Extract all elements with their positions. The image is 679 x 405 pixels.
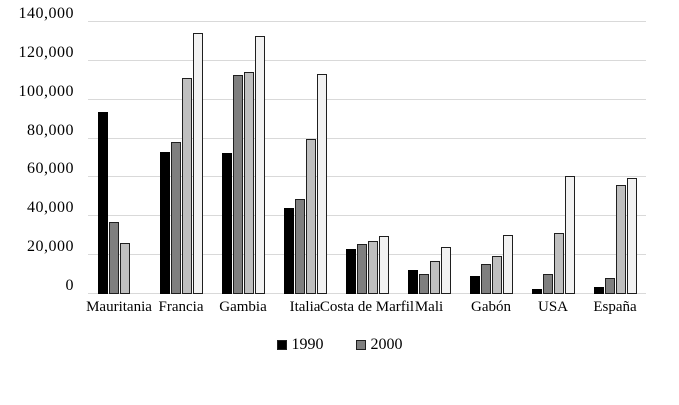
bar-group-mali: [398, 22, 460, 294]
y-axis-tick-label: 120,000: [18, 43, 74, 61]
y-axis-tick-label: 20,000: [27, 238, 74, 256]
y-axis-tick-label: 0: [65, 277, 74, 294]
y-axis-tick-label: 140,000: [18, 5, 74, 22]
bar: [345, 249, 356, 294]
legend-swatch-icon: [276, 340, 287, 350]
y-axis-tick-label: 80,000: [27, 121, 74, 139]
bar-group-italia: [274, 22, 336, 294]
bar: [181, 78, 192, 294]
legend: 1990 2000: [0, 337, 679, 353]
y-axis-tick-label: 100,000: [18, 82, 74, 100]
bar: [254, 35, 265, 294]
bar: [108, 222, 119, 294]
legend-label: 1990: [291, 336, 324, 353]
bar: [440, 247, 451, 294]
bar: [553, 232, 564, 294]
legend-label: 2000: [370, 336, 403, 353]
bar-group-españa: [584, 22, 646, 294]
gridline: [88, 176, 646, 178]
x-axis-category-label: Italia: [289, 299, 321, 315]
bar: [243, 71, 254, 294]
bar: [542, 273, 553, 294]
legend-entry-2000: 2000: [355, 336, 403, 353]
bar: [97, 112, 108, 294]
bar-group-usa: [522, 22, 584, 294]
x-axis-category-label: Gambia: [219, 299, 267, 315]
bar: [221, 153, 232, 294]
x-axis-category-label: Costa de Marfil: [319, 299, 415, 315]
bar: [305, 138, 316, 294]
gridline: [88, 215, 646, 217]
gridline: [88, 21, 646, 22]
bar: [159, 152, 170, 294]
bar: [378, 235, 389, 294]
bar: [170, 141, 181, 294]
y-axis-tick-label: 40,000: [27, 199, 74, 217]
bar: [418, 273, 429, 294]
gridline: [88, 59, 646, 61]
bar: [491, 256, 502, 294]
gridline: [88, 137, 646, 139]
x-axis-category-label: España: [593, 299, 637, 315]
bar: [283, 207, 294, 294]
y-axis-tick-label: 60,000: [27, 160, 74, 178]
x-axis-category-label: Gabón: [471, 299, 511, 315]
bar: [480, 263, 491, 294]
gridline: [88, 293, 646, 294]
x-axis: Mauritania Francia Gambia Italia Costa de Ma…: [86, 299, 646, 319]
legend-swatch-icon: [355, 340, 366, 350]
bar: [367, 240, 378, 294]
bar: [316, 73, 327, 294]
bar-group-francia: [150, 22, 212, 294]
bar: [356, 244, 367, 294]
y-axis: 0 20,000 40,000 60,000 80,000 100,000 120,000 1…: [0, 6, 80, 294]
x-axis-category-label: Francia: [158, 299, 204, 315]
bar: [407, 269, 418, 294]
bar: [564, 175, 575, 294]
bar-group-mauritania: [88, 22, 150, 294]
legend-entry-1990: 1990: [276, 336, 324, 353]
plot-area: [88, 21, 646, 294]
gridline: [88, 254, 646, 256]
bar-group-gambia: [212, 22, 274, 294]
bar: [294, 198, 305, 294]
bar: [626, 178, 637, 294]
bar: [232, 75, 243, 294]
bar: [192, 32, 203, 294]
x-axis-category-label: USA: [537, 299, 569, 315]
bar: [593, 287, 604, 294]
bar: [615, 185, 626, 294]
bar-group-costa-de-marfil: [336, 22, 398, 294]
bar: [119, 242, 130, 294]
x-axis-category-label: Mauritania: [86, 299, 152, 315]
bar: [469, 275, 480, 294]
bar-group-gabón: [460, 22, 522, 294]
bar: [531, 289, 542, 294]
bar: [502, 234, 513, 294]
bar: [429, 260, 440, 294]
x-axis-category-label: Mali: [414, 299, 444, 315]
gridline: [88, 98, 646, 100]
bar: [604, 278, 615, 294]
